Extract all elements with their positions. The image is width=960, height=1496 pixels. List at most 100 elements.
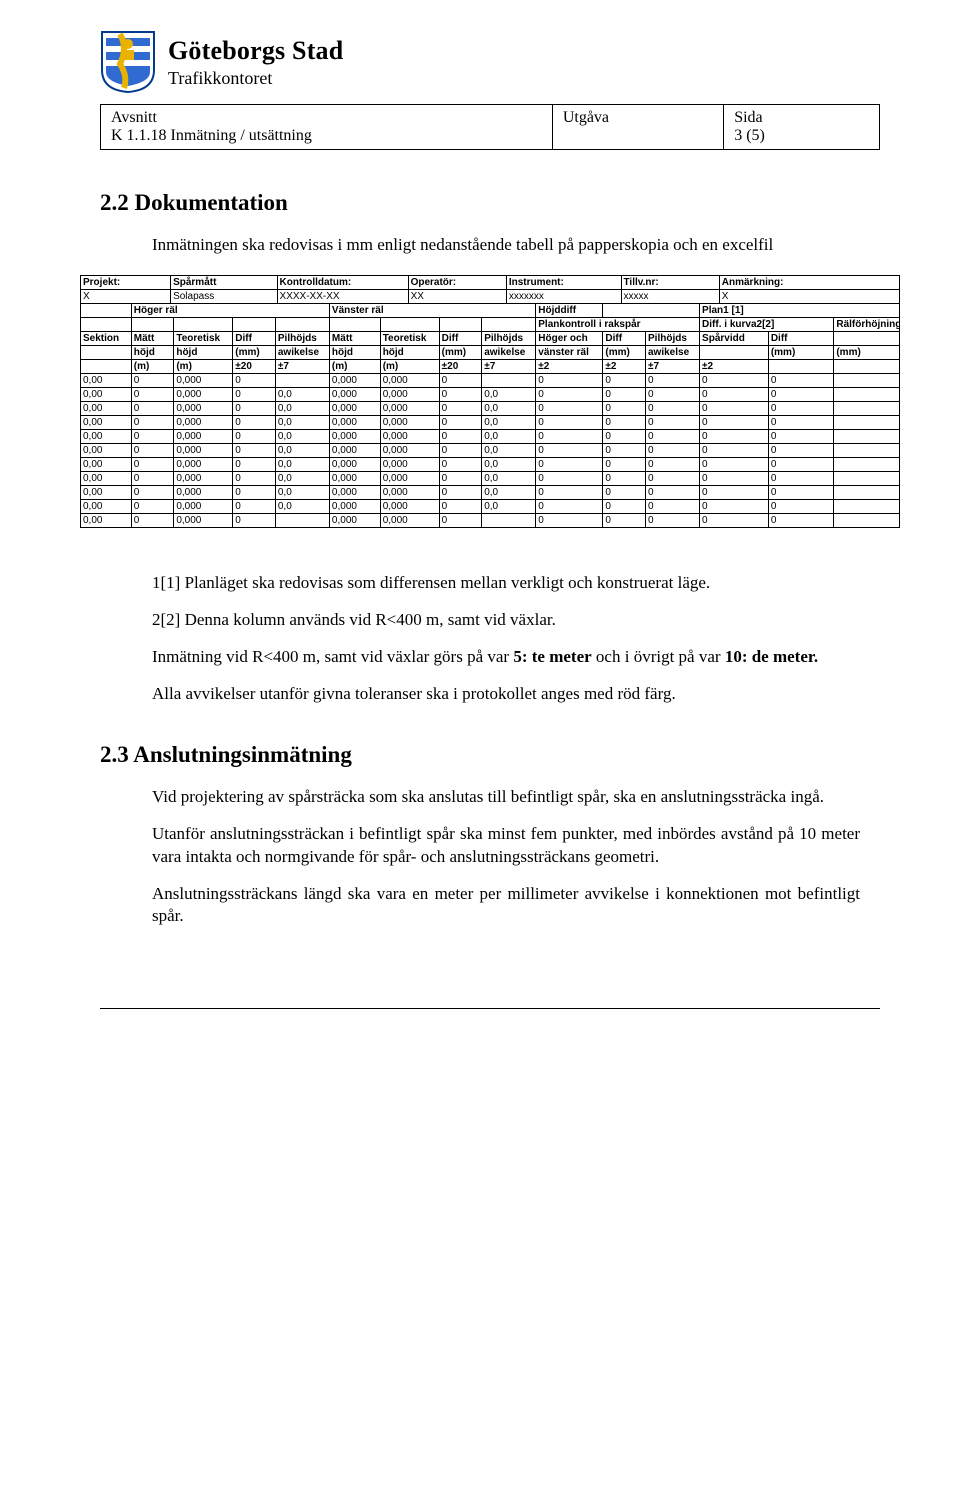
- ss-data-cell: 0: [233, 499, 276, 513]
- ss-data-cell: 0,000: [329, 373, 380, 387]
- ss-data-cell: 0: [233, 443, 276, 457]
- ss-data-cell: 0: [233, 513, 276, 527]
- ss-data-cell: 0: [131, 485, 174, 499]
- ss-data-cell: 0,0: [275, 387, 329, 401]
- ss-data-cell: 0,000: [329, 513, 380, 527]
- ss-data-cell: 0: [439, 401, 482, 415]
- ss-data-cell: 0: [233, 471, 276, 485]
- ss-data-cell: 0: [768, 415, 834, 429]
- ss-data-cell: [482, 513, 536, 527]
- ss-data-cell: 0: [233, 415, 276, 429]
- ss-data-cell: 0,000: [380, 457, 439, 471]
- ss-data-cell: 0,0: [482, 457, 536, 471]
- ss-header-cell: ±20: [439, 359, 482, 373]
- note-1: 1[1] Planläget ska redovisas som differe…: [152, 572, 860, 595]
- ss-data-cell: 0: [131, 513, 174, 527]
- section-2-3-title: 2.3 Anslutningsinmätning: [100, 742, 880, 768]
- ss-data-cell: 0: [700, 429, 769, 443]
- ss-header-cell: ±7: [646, 359, 700, 373]
- ss-top-value: XX: [408, 289, 506, 303]
- ss-data-cell: 0: [646, 373, 700, 387]
- ss-data-cell: 0: [536, 373, 603, 387]
- ss-data-cell: 0: [603, 415, 646, 429]
- ss-data-cell: 0,000: [329, 499, 380, 513]
- ss-header-cell: (m): [329, 359, 380, 373]
- ss-header-cell: (m): [131, 359, 174, 373]
- ss-data-cell: 0: [233, 387, 276, 401]
- footer-rule: [100, 1008, 880, 1009]
- ss-data-cell: 0: [700, 457, 769, 471]
- ss-data-cell: 0,0: [482, 401, 536, 415]
- ss-data-cell: 0: [768, 401, 834, 415]
- ss-header-cell: ±7: [275, 359, 329, 373]
- ss-data-cell: 0,0: [275, 429, 329, 443]
- ss-data-cell: 0,000: [380, 499, 439, 513]
- ss-data-cell: 0: [768, 457, 834, 471]
- ss-data-cell: 0: [131, 457, 174, 471]
- org-name: Göteborgs Stad: [168, 36, 343, 66]
- ss-data-cell: 0,00: [81, 471, 132, 485]
- ss-data-cell: 0: [646, 457, 700, 471]
- ss-data-cell: 0,000: [329, 387, 380, 401]
- ss-data-cell: 0: [768, 485, 834, 499]
- ss-header-cell: Diff. i kurva2[2]: [700, 317, 834, 331]
- ss-data-cell: [834, 401, 900, 415]
- ss-data-cell: 0,0: [275, 485, 329, 499]
- ss-data-cell: 0,000: [329, 415, 380, 429]
- ss-data-cell: 0: [646, 415, 700, 429]
- ss-data-cell: 0,0: [482, 443, 536, 457]
- ss-data-cell: 0,0: [275, 415, 329, 429]
- ss-data-cell: 0,000: [380, 415, 439, 429]
- ss-data-cell: 0,00: [81, 499, 132, 513]
- ss-data-cell: 0: [439, 457, 482, 471]
- ss-data-cell: 0: [233, 373, 276, 387]
- ss-header-cell: (m): [174, 359, 233, 373]
- note-3-b: 5: te meter: [513, 647, 591, 666]
- ss-header-cell: Diff: [768, 331, 834, 345]
- ss-data-cell: 0,00: [81, 401, 132, 415]
- ss-data-cell: [834, 499, 900, 513]
- ss-data-cell: 0,000: [174, 401, 233, 415]
- ss-data-cell: 0: [536, 513, 603, 527]
- ss-data-cell: 0: [700, 387, 769, 401]
- ss-header-cell: [482, 317, 536, 331]
- ss-data-cell: 0,000: [174, 457, 233, 471]
- ss-data-cell: 0,000: [329, 401, 380, 415]
- ss-data-cell: 0: [646, 485, 700, 499]
- ss-data-cell: 0: [439, 513, 482, 527]
- ss-data-cell: 0: [536, 387, 603, 401]
- ss-data-cell: 0,000: [380, 443, 439, 457]
- ss-data-cell: 0: [131, 471, 174, 485]
- ss-data-cell: 0,000: [380, 513, 439, 527]
- ss-data-cell: 0,000: [329, 429, 380, 443]
- section-2-3-p2: Utanför anslutningssträckan i befintligt…: [152, 823, 860, 869]
- ss-data-cell: 0,0: [482, 499, 536, 513]
- ss-top-label: Spårmått: [171, 275, 277, 289]
- ss-header-cell: höjd: [380, 345, 439, 359]
- ss-data-cell: 0: [603, 373, 646, 387]
- ss-header-cell: Plankontroll i rakspår: [536, 317, 700, 331]
- ss-header-cell: höjd: [329, 345, 380, 359]
- ss-data-cell: 0: [603, 429, 646, 443]
- ss-data-cell: 0: [768, 471, 834, 485]
- ss-data-cell: [834, 373, 900, 387]
- city-crest-icon: [100, 30, 156, 94]
- ss-data-cell: 0: [646, 387, 700, 401]
- ss-top-label: Anmärkning:: [719, 275, 899, 289]
- ss-header-cell: (mm): [834, 345, 900, 359]
- ss-data-cell: 0: [536, 471, 603, 485]
- ss-data-cell: 0: [603, 513, 646, 527]
- ss-data-cell: 0: [603, 401, 646, 415]
- ss-header-cell: Teoretisk: [380, 331, 439, 345]
- sida-label: Sida: [734, 109, 869, 127]
- ss-header-cell: ±7: [482, 359, 536, 373]
- section-2-3-p3: Anslutningssträckans längd ska vara en m…: [152, 883, 860, 929]
- ss-header-cell: Spårvidd: [700, 331, 769, 345]
- ss-header-cell: [275, 317, 329, 331]
- ss-data-cell: 0: [603, 443, 646, 457]
- ss-header-cell: (mm): [439, 345, 482, 359]
- ss-data-cell: 0,00: [81, 457, 132, 471]
- ss-data-cell: 0,00: [81, 485, 132, 499]
- ss-header-cell: [700, 345, 769, 359]
- ss-data-cell: 0: [700, 373, 769, 387]
